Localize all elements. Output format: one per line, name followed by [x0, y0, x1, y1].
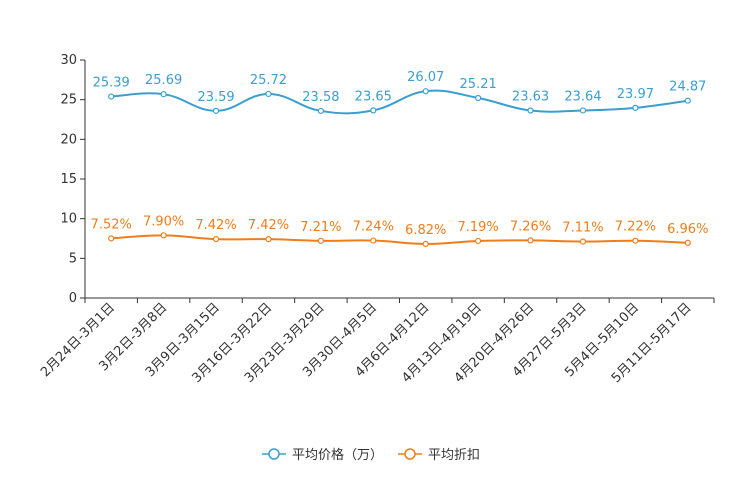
data-point[interactable]	[317, 237, 324, 244]
data-label: 7.21%	[300, 220, 341, 235]
legend-marker	[404, 448, 416, 460]
data-point[interactable]	[317, 107, 324, 115]
data-point[interactable]	[475, 94, 482, 102]
data-label: 25.21	[460, 77, 497, 92]
data-point[interactable]	[422, 88, 429, 95]
data-label: 23.58	[302, 90, 339, 105]
data-point[interactable]	[160, 232, 167, 239]
legend-marker	[268, 448, 280, 460]
data-label: 25.72	[250, 73, 287, 88]
legend-item[interactable]: 平均价格（万）	[262, 447, 383, 463]
data-point[interactable]	[212, 236, 220, 243]
data-label: 23.59	[197, 90, 234, 105]
legend-item[interactable]: 平均折扣	[398, 448, 480, 463]
y-tick-label: 25	[60, 93, 77, 108]
series-line	[111, 89, 688, 115]
data-point[interactable]	[527, 237, 534, 244]
y-tick-label: 0	[69, 291, 77, 306]
data-point[interactable]	[632, 237, 639, 244]
data-label: 7.90%	[143, 214, 184, 229]
series-line	[111, 234, 688, 245]
legend[interactable]: 平均价格（万） 平均折扣	[262, 447, 480, 463]
data-label: 25.39	[93, 76, 130, 91]
data-point[interactable]	[370, 107, 377, 114]
data-label: 23.97	[617, 87, 654, 102]
data-point[interactable]	[422, 240, 429, 247]
data-point[interactable]	[212, 107, 220, 114]
data-label: 6.96%	[667, 222, 708, 237]
series-1: 25.39 25.69 23.59 25.72 23.58 23.65 26.07 25.21…	[93, 70, 706, 115]
data-label: 23.64	[564, 89, 601, 104]
series-layer: 25.39 25.69 23.59 25.72 23.58 23.65 26.07 25.21…	[91, 70, 708, 247]
legend-label: 平均价格（万）	[292, 447, 383, 463]
data-point[interactable]	[632, 104, 639, 111]
data-point[interactable]	[527, 107, 534, 114]
data-label: 24.87	[669, 80, 706, 95]
data-point[interactable]	[684, 97, 691, 104]
data-label: 25.69	[145, 73, 182, 88]
data-point[interactable]	[475, 237, 482, 245]
data-label: 7.42%	[195, 218, 236, 233]
data-label: 7.22%	[615, 220, 656, 235]
data-label: 23.65	[355, 89, 392, 104]
y-tick-label: 15	[60, 172, 77, 187]
data-label: 7.26%	[510, 219, 551, 234]
data-label: 7.19%	[457, 220, 498, 235]
data-label: 7.52%	[91, 217, 132, 232]
data-label: 7.11%	[562, 221, 603, 236]
data-point[interactable]	[265, 236, 272, 243]
data-point[interactable]	[160, 91, 167, 98]
data-point[interactable]	[579, 107, 587, 114]
data-label: 23.63	[512, 90, 549, 105]
data-point[interactable]	[108, 93, 115, 100]
series-2: 7.52% 7.90% 7.42% 7.42% 7.21% 7.24% 6.82% 7.19%…	[91, 214, 708, 247]
data-point[interactable]	[579, 238, 587, 245]
data-point[interactable]	[108, 235, 115, 242]
legend-label: 平均折扣	[428, 448, 480, 463]
y-tick-label: 10	[60, 212, 77, 227]
data-label: 6.82%	[405, 223, 446, 238]
data-label: 7.42%	[248, 218, 289, 233]
data-label: 7.24%	[353, 220, 394, 235]
data-point[interactable]	[370, 237, 377, 244]
y-tick-label: 20	[60, 132, 77, 147]
y-tick-label: 5	[69, 251, 77, 266]
data-point[interactable]	[265, 90, 272, 98]
data-label: 26.07	[407, 70, 444, 85]
data-point[interactable]	[684, 239, 691, 246]
y-tick-label: 30	[60, 53, 77, 68]
